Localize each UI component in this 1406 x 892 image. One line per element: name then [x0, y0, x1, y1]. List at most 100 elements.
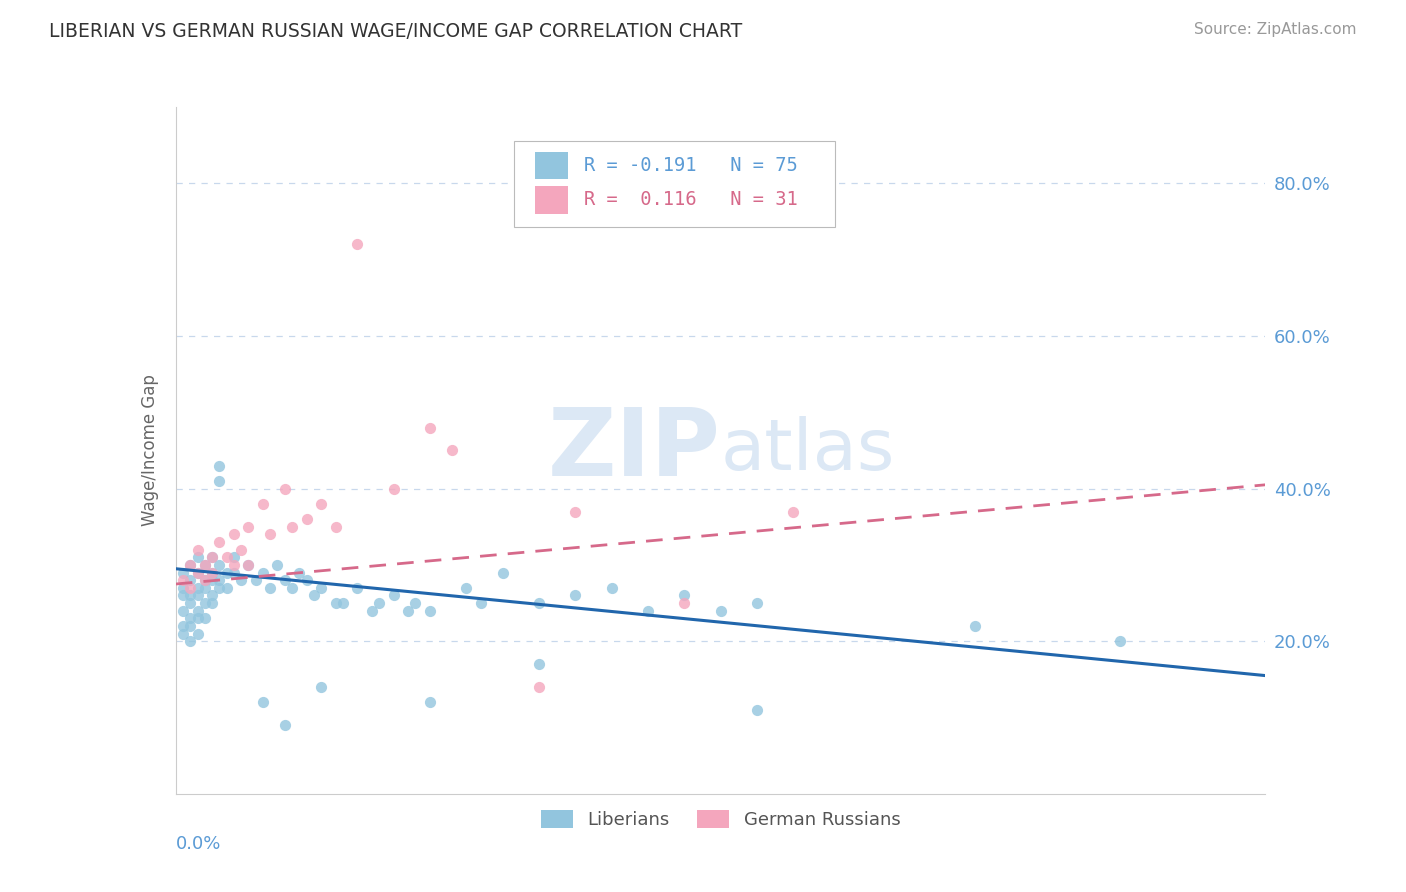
Point [208, 458, 231, 473]
Point [252, 566, 274, 580]
Point [600, 581, 623, 595]
Point [194, 558, 217, 572]
Point [470, 596, 492, 610]
Point [231, 542, 253, 557]
Point [201, 550, 224, 565]
Point [179, 634, 201, 648]
Point [215, 566, 238, 580]
Point [172, 566, 194, 580]
Point [527, 680, 550, 694]
Point [382, 482, 405, 496]
Point [186, 626, 209, 640]
Point [194, 611, 217, 625]
Text: R = -0.191   N = 75: R = -0.191 N = 75 [585, 156, 799, 175]
Point [963, 619, 986, 633]
Point [745, 703, 768, 717]
Text: R =  0.116   N = 31: R = 0.116 N = 31 [585, 190, 799, 210]
Point [201, 566, 224, 580]
Point [281, 581, 304, 595]
Point [295, 512, 318, 526]
Point [346, 237, 368, 252]
Legend: Liberians, German Russians: Liberians, German Russians [533, 803, 908, 837]
Text: 0.0%: 0.0% [176, 835, 221, 853]
Point [419, 604, 441, 618]
Text: ZIP: ZIP [548, 404, 721, 497]
Point [186, 566, 209, 580]
Point [564, 589, 586, 603]
Point [274, 718, 297, 732]
Point [637, 604, 659, 618]
Point [172, 619, 194, 633]
Point [186, 611, 209, 625]
Text: LIBERIAN VS GERMAN RUSSIAN WAGE/INCOME GAP CORRELATION CHART: LIBERIAN VS GERMAN RUSSIAN WAGE/INCOME G… [49, 22, 742, 41]
Point [208, 558, 231, 572]
Point [194, 573, 217, 587]
Point [179, 558, 201, 572]
Point [194, 558, 217, 572]
Point [325, 520, 347, 534]
Point [222, 566, 245, 580]
Text: atlas: atlas [721, 416, 896, 485]
Point [782, 504, 804, 518]
Point [252, 497, 274, 511]
Point [222, 550, 245, 565]
Point [456, 581, 478, 595]
Point [179, 619, 201, 633]
Point [492, 566, 515, 580]
Point [186, 542, 209, 557]
Point [238, 558, 260, 572]
Point [309, 497, 332, 511]
Point [238, 558, 260, 572]
Point [405, 596, 427, 610]
Point [259, 527, 281, 541]
Point [309, 581, 332, 595]
Point [745, 596, 768, 610]
Point [194, 573, 217, 587]
Point [274, 482, 297, 496]
Point [179, 589, 201, 603]
Point [527, 657, 550, 672]
Point [274, 573, 297, 587]
Point [309, 680, 332, 694]
Point [266, 558, 288, 572]
Point [325, 596, 347, 610]
Point [201, 550, 224, 565]
Point [231, 573, 253, 587]
Bar [536, 186, 568, 213]
Point [194, 596, 217, 610]
Point [179, 573, 201, 587]
Point [172, 581, 194, 595]
FancyBboxPatch shape [513, 141, 835, 227]
Point [295, 573, 318, 587]
Point [673, 589, 696, 603]
Point [215, 581, 238, 595]
Point [710, 604, 733, 618]
Point [186, 589, 209, 603]
Point [222, 558, 245, 572]
Point [179, 558, 201, 572]
Bar [536, 152, 568, 179]
Point [194, 581, 217, 595]
Point [201, 596, 224, 610]
Point [382, 589, 405, 603]
Point [419, 420, 441, 434]
Point [245, 573, 267, 587]
Point [1109, 634, 1132, 648]
Point [208, 573, 231, 587]
Point [288, 566, 311, 580]
Point [179, 596, 201, 610]
Point [281, 520, 304, 534]
Point [201, 589, 224, 603]
Point [360, 604, 382, 618]
Point [527, 596, 550, 610]
Point [215, 550, 238, 565]
Point [368, 596, 391, 610]
Point [440, 443, 463, 458]
Point [259, 581, 281, 595]
Point [172, 573, 194, 587]
Point [186, 604, 209, 618]
Point [208, 535, 231, 549]
Point [238, 520, 260, 534]
Text: Source: ZipAtlas.com: Source: ZipAtlas.com [1194, 22, 1357, 37]
Point [186, 581, 209, 595]
